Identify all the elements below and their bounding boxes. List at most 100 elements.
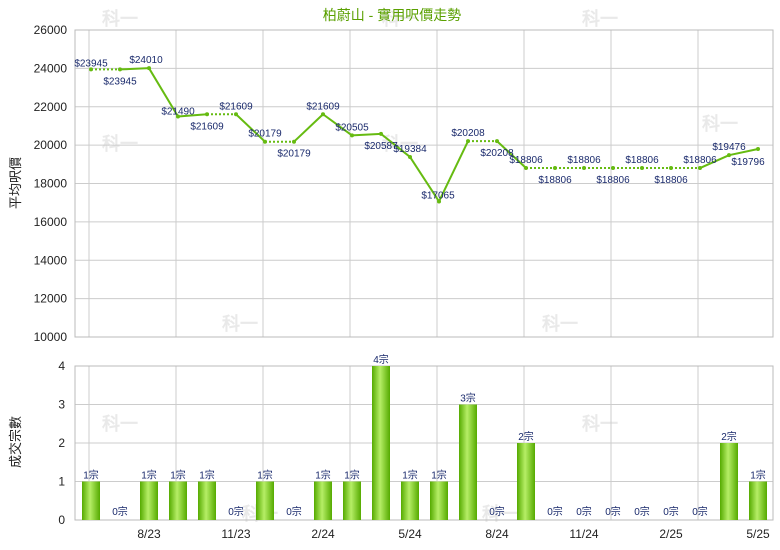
chart-title: 柏蔚山 - 實用呎價走勢 bbox=[323, 7, 461, 23]
price-data-label: $20505 bbox=[335, 122, 369, 133]
price-data-label: $24010 bbox=[129, 55, 163, 66]
count-bar-label: 1宗 bbox=[344, 469, 360, 482]
x-tick-label: 5/25 bbox=[746, 527, 770, 541]
count-bar bbox=[314, 481, 332, 520]
price-data-label: $17065 bbox=[421, 190, 455, 201]
price-line-segment bbox=[380, 133, 411, 158]
count-bar bbox=[459, 404, 477, 520]
count-bar-label: 1宗 bbox=[83, 469, 99, 482]
watermark-text: 科一 bbox=[582, 413, 618, 434]
price-tick-label: 24000 bbox=[34, 61, 68, 75]
count-bar bbox=[517, 443, 535, 520]
count-axis-title: 成交宗數 bbox=[8, 416, 23, 468]
count-panel: 0 1 2 3 4 1宗 0宗 1宗 1宗 1宗 0宗 1宗 0宗 1宗 1宗 4宗 1宗 1宗 3宗 0宗 2宗 0宗 0… bbox=[58, 353, 774, 541]
count-bar-label: 0宗 bbox=[286, 505, 302, 518]
price-point bbox=[611, 166, 615, 171]
price-point bbox=[756, 147, 760, 152]
x-tick-label: 11/23 bbox=[221, 527, 250, 541]
price-line-segment bbox=[496, 140, 527, 169]
price-data-label: $19796 bbox=[731, 157, 765, 168]
price-line-segment bbox=[409, 156, 440, 202]
count-tick-label: 2 bbox=[58, 436, 65, 450]
price-point bbox=[234, 112, 238, 117]
price-data-label: $21490 bbox=[161, 107, 195, 118]
watermark-text: 科一 bbox=[482, 503, 518, 524]
price-plot-frame bbox=[74, 29, 774, 338]
count-tick-label: 0 bbox=[58, 513, 65, 527]
price-line-segment bbox=[322, 113, 353, 137]
count-bar bbox=[720, 443, 738, 520]
price-point bbox=[89, 67, 93, 72]
count-bar-label: 0宗 bbox=[605, 505, 621, 518]
x-tick-label: 2/24 bbox=[311, 527, 335, 541]
count-bar-label: 1宗 bbox=[199, 469, 215, 482]
price-line-segment bbox=[351, 132, 382, 137]
x-tick-label: 5/24 bbox=[398, 527, 422, 541]
count-bar bbox=[401, 481, 419, 520]
price-tick-label: 10000 bbox=[34, 330, 68, 344]
price-data-label: $20208 bbox=[451, 128, 485, 139]
watermark-text: 科一 bbox=[102, 133, 138, 154]
count-bar bbox=[82, 481, 100, 520]
price-line-segment bbox=[119, 67, 150, 71]
count-bar-label: 1宗 bbox=[750, 469, 766, 482]
price-data-label: $18806 bbox=[509, 155, 543, 166]
price-point bbox=[292, 139, 296, 144]
price-tick-label: 14000 bbox=[34, 253, 68, 267]
price-data-label: $21609 bbox=[219, 101, 253, 112]
count-bar bbox=[749, 481, 767, 520]
price-point bbox=[640, 166, 644, 171]
price-data-label: $20179 bbox=[248, 129, 282, 140]
price-data-label: $19384 bbox=[393, 144, 427, 155]
price-line-segment bbox=[699, 154, 730, 169]
count-bar bbox=[169, 481, 187, 520]
price-line-segment bbox=[293, 113, 324, 143]
watermark-text: 科一 bbox=[382, 8, 418, 29]
price-tick-label: 20000 bbox=[34, 138, 68, 152]
count-bar-label: 1宗 bbox=[257, 469, 273, 482]
count-bar-label: 0宗 bbox=[692, 505, 708, 518]
price-point bbox=[669, 166, 673, 171]
x-tick-label: 11/24 bbox=[569, 527, 598, 541]
price-tick-label: 22000 bbox=[34, 100, 68, 114]
price-line-segment bbox=[235, 113, 266, 143]
price-point bbox=[147, 66, 151, 71]
price-tick-label: 18000 bbox=[34, 177, 68, 191]
price-line-segment bbox=[148, 67, 179, 118]
watermark-text: 科一 bbox=[582, 8, 618, 29]
price-data-label: $18806 bbox=[625, 155, 659, 166]
price-data-label: $23945 bbox=[74, 58, 108, 69]
count-bar-label: 0宗 bbox=[634, 505, 650, 518]
price-point bbox=[408, 154, 412, 159]
watermark-layer: 科一科一科一科一科一科一科一科一科一科一科一科一 bbox=[102, 8, 738, 524]
count-bar bbox=[256, 481, 274, 520]
count-bar-label: 1宗 bbox=[315, 469, 331, 482]
price-point bbox=[205, 112, 209, 117]
price-data-label: $20587 bbox=[364, 141, 398, 152]
count-bar-label: 0宗 bbox=[489, 505, 505, 518]
watermark-text: 科一 bbox=[222, 313, 258, 334]
count-bar-label: 0宗 bbox=[547, 505, 563, 518]
count-bar-label: 0宗 bbox=[112, 505, 128, 518]
price-data-label: $21609 bbox=[306, 101, 340, 112]
count-bar-label: 3宗 bbox=[460, 392, 476, 405]
watermark-text: 科一 bbox=[102, 8, 138, 29]
price-data-label: $23945 bbox=[103, 76, 137, 87]
count-bar-label: 2宗 bbox=[518, 430, 534, 443]
x-tick-label: 2/25 bbox=[659, 527, 683, 541]
price-data-label: $18806 bbox=[654, 175, 688, 186]
count-bar bbox=[140, 481, 158, 520]
price-point bbox=[379, 131, 383, 136]
price-point bbox=[350, 133, 354, 138]
count-bar-label: 2宗 bbox=[721, 430, 737, 443]
price-axis-title: 平均呎價 bbox=[8, 157, 23, 209]
watermark-text: 科一 bbox=[382, 133, 418, 154]
price-data-label: $18806 bbox=[538, 175, 572, 186]
count-bar-label: 1宗 bbox=[141, 469, 157, 482]
price-data-label: $19476 bbox=[712, 142, 746, 153]
price-tick-label: 16000 bbox=[34, 215, 68, 229]
price-point bbox=[321, 112, 325, 117]
price-tick-label: 12000 bbox=[34, 292, 68, 306]
price-data-label: $18806 bbox=[683, 155, 717, 166]
